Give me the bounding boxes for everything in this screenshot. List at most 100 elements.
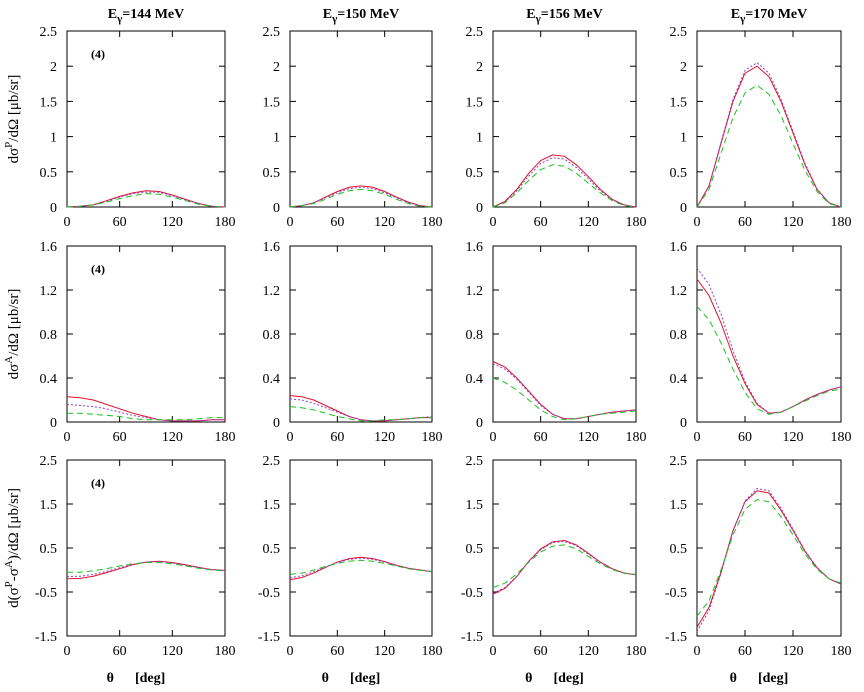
x-axis-label: θ [deg] — [107, 671, 166, 686]
y-tick-label: 1 — [680, 131, 687, 146]
x-tick-label: 60 — [738, 644, 752, 659]
y-tick-label: 0 — [50, 201, 57, 216]
plot-frame — [289, 459, 433, 637]
x-tick-label: 60 — [534, 215, 548, 230]
svg-text:dσP/dΩ [μb/sr]: dσP/dΩ [μb/sr] — [3, 75, 22, 164]
column-title-4: Eγ=170 MeV — [731, 7, 808, 25]
y-tick-label: 2.5 — [670, 25, 688, 40]
y-tick-label: 1.5 — [670, 498, 688, 513]
y-tick-label: 0.4 — [40, 372, 58, 387]
row-ylabel-2: dσA/dΩ [μb/sr] — [3, 289, 22, 380]
y-tick-label: 2 — [476, 60, 483, 75]
x-tick-label: 60 — [330, 644, 344, 659]
x-tick-label: 0 — [694, 644, 701, 659]
x-tick-label: 0 — [694, 215, 701, 230]
y-tick-label: 1.5 — [670, 95, 688, 110]
panel-r1-c4: 0 0.5 1 1.5 2 2.5 0 60 120 180 — [670, 25, 852, 230]
y-tick-label: -1.5 — [461, 630, 483, 645]
x-tick-label: 120 — [162, 215, 183, 230]
x-tick-label: 180 — [626, 215, 647, 230]
y-tick-label: 0 — [680, 201, 687, 216]
y-tick-label: 1.5 — [263, 95, 281, 110]
y-tick-label: 0.8 — [40, 328, 58, 343]
y-tick-label: 1.5 — [466, 95, 484, 110]
y-tick-label: 1.5 — [40, 498, 58, 513]
y-tick-label: -1.5 — [665, 630, 687, 645]
series-line-1 — [289, 395, 432, 422]
y-tick-label: 0.5 — [466, 542, 484, 557]
series-line-1 — [492, 539, 637, 595]
panel-r2-c1: 0 0.4 0.8 1.2 1.6 0 60 120 180 (4) — [40, 240, 236, 445]
panel-r2-c4: 0 0.4 0.8 1.2 1.6 0 60 120 180 — [670, 240, 852, 445]
plot-frame — [696, 245, 842, 423]
series-line-3 — [492, 544, 637, 589]
y-tick-label: 1.2 — [670, 284, 688, 299]
plot-frame — [492, 245, 637, 423]
series-line-3 — [696, 84, 842, 208]
y-tick-label: -0.5 — [461, 586, 483, 601]
y-tick-label: 1.5 — [466, 498, 484, 513]
series-line-2 — [289, 557, 433, 579]
series-line-2 — [66, 403, 225, 422]
x-tick-label: 120 — [374, 430, 395, 445]
x-tick-label: 0 — [287, 644, 294, 659]
plot-frame — [289, 245, 433, 423]
x-tick-label: 0 — [490, 215, 497, 230]
x-tick-label: 180 — [422, 644, 443, 659]
y-tick-label: 1.6 — [466, 240, 484, 255]
plot-frame — [696, 459, 842, 637]
panel-note: (4) — [91, 47, 105, 61]
x-tick-label: 0 — [64, 644, 71, 659]
x-tick-label: 120 — [783, 430, 804, 445]
x-tick-label: 0 — [287, 215, 294, 230]
y-tick-label: 1 — [50, 131, 57, 146]
series-line-1 — [492, 154, 637, 208]
y-tick-label: 2.5 — [263, 25, 281, 40]
series-line-3 — [696, 306, 842, 415]
y-tick-label: -0.5 — [665, 586, 687, 601]
plot-frame — [66, 30, 226, 208]
x-axis-label: θ [deg] — [322, 671, 381, 686]
series-line-1 — [696, 65, 842, 208]
panel-r1-c3: 0 0.5 1 1.5 2 2.5 0 60 120 180 — [466, 25, 647, 230]
y-tick-label: 0.8 — [670, 328, 688, 343]
x-tick-label: 120 — [374, 215, 395, 230]
panel-r1-c1: 0 0.5 1 1.5 2 2.5 0 60 120 180 (4) — [40, 25, 236, 230]
y-tick-label: 2.5 — [263, 454, 281, 469]
y-tick-label: 1.2 — [466, 284, 484, 299]
y-tick-label: 2.5 — [466, 454, 484, 469]
series-line-3 — [67, 562, 226, 573]
x-tick-label: 120 — [783, 644, 804, 659]
row-ylabel-3: d(σP-σA)/dΩ [μb/sr] — [3, 488, 22, 608]
column-title-2: Eγ=150 MeV — [323, 7, 400, 25]
series-line-3 — [289, 406, 432, 422]
y-tick-label: -0.5 — [258, 586, 280, 601]
x-tick-label: 120 — [162, 644, 183, 659]
x-tick-label: 180 — [215, 644, 236, 659]
y-tick-label: 0.4 — [670, 372, 688, 387]
series-line-3 — [289, 188, 433, 208]
y-tick-label: 0 — [680, 416, 687, 431]
series-line-1 — [66, 560, 226, 580]
series-line-2 — [696, 488, 842, 632]
plot-frame — [492, 30, 637, 208]
y-tick-label: 1 — [273, 131, 280, 146]
panel-r2-c3: 0 0.4 0.8 1.2 1.6 0 60 120 180 — [466, 240, 647, 445]
y-tick-label: 0.5 — [263, 166, 281, 181]
x-tick-label: 120 — [578, 644, 599, 659]
series-line-1 — [696, 490, 842, 628]
y-tick-label: 0.5 — [466, 166, 484, 181]
y-tick-label: 2.5 — [40, 25, 58, 40]
y-tick-label: -1.5 — [258, 630, 280, 645]
y-tick-label: 0 — [273, 201, 280, 216]
column-title-3: Eγ=156 MeV — [526, 7, 603, 25]
y-tick-label: -0.5 — [35, 586, 57, 601]
x-tick-label: 0 — [287, 430, 294, 445]
panel-note: (4) — [91, 476, 105, 490]
series-line-1 — [492, 361, 637, 420]
x-tick-label: 0 — [490, 430, 497, 445]
y-tick-label: 1.2 — [263, 284, 281, 299]
panel-r3-c2: -1.5 -0.5 0.5 1.5 2.5 0 60 120 180 θ [deg] — [258, 454, 443, 686]
panel-r3-c3: -1.5 -0.5 0.5 1.5 2.5 0 60 120 180 θ [deg] — [461, 454, 647, 686]
